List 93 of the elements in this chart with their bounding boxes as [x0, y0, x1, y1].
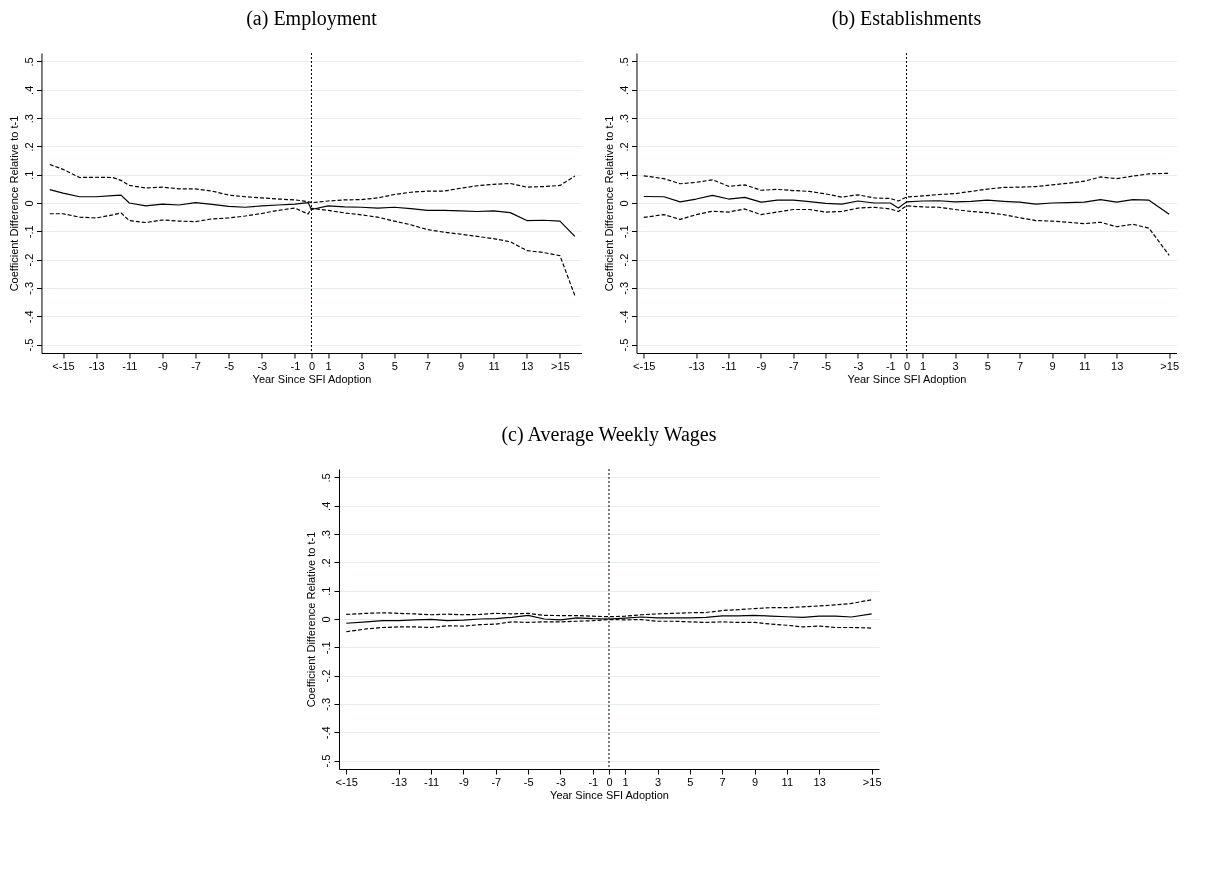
y-tick-label: -.4 [617, 310, 630, 324]
y-tick-label: .2 [320, 558, 333, 568]
x-tick-label: 9 [751, 775, 759, 788]
x-tick-label: -5 [523, 775, 534, 788]
y-tick-label: .3 [320, 530, 333, 540]
x-tick-label: 7 [1017, 359, 1024, 372]
x-tick-label: 13 [521, 359, 534, 372]
x-tick-label: -1 [290, 359, 301, 372]
y-tick-label: -.5 [617, 338, 630, 352]
x-tick-label: 1 [622, 775, 629, 788]
x-tick-label: 5 [984, 359, 991, 372]
x-tick-label: >15 [1160, 359, 1180, 372]
y-tick-label: -.4 [320, 726, 333, 740]
x-tick-label: <-15 [633, 359, 656, 372]
x-tick-label: -13 [88, 359, 105, 372]
x-tick-label: -1 [588, 775, 599, 788]
chart-title: (a) Employment [246, 6, 378, 30]
x-tick-label: 3 [358, 359, 365, 372]
y-tick-label: .4 [320, 501, 333, 511]
x-tick-label: >15 [551, 359, 570, 372]
x-axis-title: Year Since SFI Adoption [550, 788, 669, 801]
y-tick-label: .1 [617, 170, 630, 180]
x-tick-label: 11 [1079, 359, 1091, 372]
x-tick-label: <-15 [335, 775, 358, 788]
x-tick-label: -11 [122, 359, 138, 372]
y-tick-label: .2 [22, 142, 35, 152]
y-tick-label: -.3 [617, 281, 630, 295]
x-tick-label: -3 [853, 359, 864, 372]
x-tick-label: -9 [756, 359, 767, 372]
y-tick-label: .4 [22, 85, 35, 95]
y-tick-label: .5 [617, 57, 630, 67]
y-tick-label: .2 [617, 142, 630, 152]
y-axis-title: Coefficient Difference Relative to t-1 [7, 115, 20, 292]
x-tick-label: <-15 [52, 359, 75, 372]
x-tick-label: 5 [687, 775, 694, 788]
x-tick-label: -11 [721, 359, 737, 372]
y-tick-label: -.4 [22, 310, 35, 324]
y-tick-label: .3 [617, 114, 630, 124]
x-tick-label: 11 [781, 775, 794, 788]
y-tick-label: -.3 [320, 697, 333, 711]
x-tick-label: 3 [952, 359, 959, 372]
x-tick-label: 3 [654, 775, 662, 788]
x-tick-label: 1 [325, 359, 332, 372]
x-tick-label: -5 [224, 359, 235, 372]
y-tick-label: -.3 [22, 281, 35, 295]
x-tick-label: 7 [719, 775, 726, 788]
x-tick-label: 5 [391, 359, 398, 372]
x-tick-label: -7 [191, 359, 201, 372]
y-tick-label: 0 [22, 200, 35, 207]
x-tick-label: -3 [257, 359, 268, 372]
x-tick-label: -7 [491, 775, 502, 788]
y-tick-label: -.5 [320, 754, 333, 768]
x-axis-title: Year Since SFI Adoption [847, 372, 967, 385]
x-tick-label: 0 [606, 775, 613, 788]
y-tick-label: -.1 [320, 641, 333, 655]
y-tick-label: 0 [617, 200, 630, 207]
y-tick-label: .5 [22, 57, 35, 67]
x-tick-label: 11 [488, 359, 500, 372]
y-tick-label: -.5 [22, 338, 35, 352]
x-tick-label: 0 [903, 359, 911, 372]
y-axis-title: Coefficient Difference Relative to t-1 [305, 531, 318, 708]
y-tick-label: -.2 [22, 253, 35, 267]
y-tick-label: .1 [320, 586, 333, 596]
chart-title: (b) Establishments [831, 6, 982, 30]
x-tick-label: >15 [862, 775, 882, 788]
x-tick-label: 13 [1111, 359, 1124, 372]
x-tick-label: 0 [308, 359, 316, 372]
y-tick-label: -.2 [320, 669, 333, 683]
y-tick-label: -.1 [22, 225, 35, 239]
x-tick-label: 7 [424, 359, 431, 372]
x-tick-label: -1 [885, 359, 896, 372]
x-tick-label: -11 [424, 775, 440, 788]
y-axis-title: Coefficient Difference Relative to t-1 [602, 115, 615, 292]
x-tick-label: -9 [158, 359, 168, 372]
y-tick-label: -.1 [617, 225, 630, 239]
x-tick-label: 9 [457, 359, 465, 372]
y-tick-label: .3 [22, 114, 35, 124]
x-tick-label: -3 [556, 775, 566, 788]
x-tick-label: -5 [821, 359, 832, 372]
x-tick-label: -13 [688, 359, 705, 372]
y-tick-label: .5 [320, 473, 333, 483]
x-tick-label: 13 [813, 775, 826, 788]
y-tick-label: 0 [320, 616, 333, 623]
y-tick-label: .1 [22, 170, 35, 180]
chart-title: (c) Average Weekly Wages [501, 422, 717, 446]
x-tick-label: -13 [391, 775, 408, 788]
x-tick-label: -9 [459, 775, 469, 788]
x-tick-label: 1 [920, 359, 927, 372]
y-tick-label: -.2 [617, 253, 630, 267]
x-tick-label: 9 [1049, 359, 1056, 372]
x-tick-label: -7 [788, 359, 799, 372]
x-axis-title: Year Since SFI Adoption [252, 372, 372, 385]
y-tick-label: .4 [617, 85, 630, 95]
